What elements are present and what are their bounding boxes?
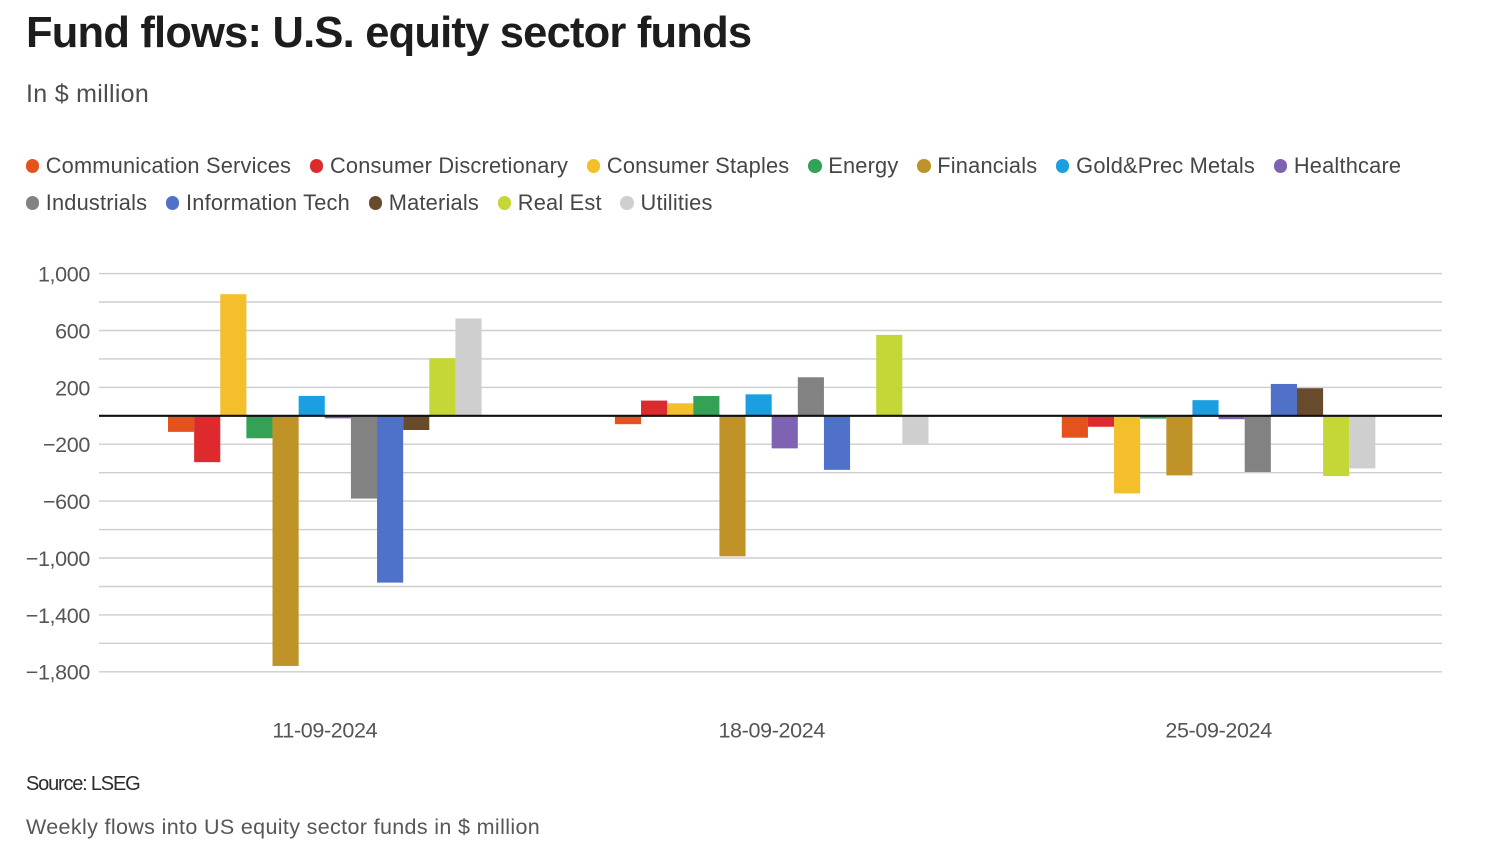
svg-text:−600: −600 — [43, 490, 90, 514]
svg-text:−1,800: −1,800 — [26, 661, 91, 685]
svg-text:−200: −200 — [43, 433, 90, 457]
svg-text:25-09-2024: 25-09-2024 — [1165, 718, 1272, 742]
svg-text:−1,400: −1,400 — [26, 604, 91, 628]
svg-text:600: 600 — [55, 319, 90, 343]
svg-text:200: 200 — [55, 376, 90, 400]
svg-text:11-09-2024: 11-09-2024 — [272, 718, 377, 742]
svg-text:1,000: 1,000 — [38, 263, 90, 287]
svg-text:−1,000: −1,000 — [26, 547, 91, 571]
svg-text:18-09-2024: 18-09-2024 — [718, 718, 825, 742]
